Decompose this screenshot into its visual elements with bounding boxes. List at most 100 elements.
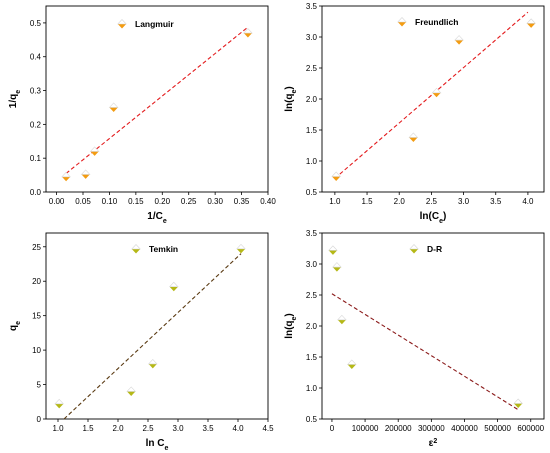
y-tick-label: 2.0 — [306, 322, 318, 331]
data-point — [431, 87, 442, 98]
data-point — [331, 171, 342, 181]
y-tick-label: 1.0 — [306, 157, 318, 166]
y-tick-label: 0.0 — [30, 188, 42, 197]
plot-frame — [321, 232, 545, 420]
y-tick-label: 15 — [32, 312, 41, 321]
data-point — [408, 132, 419, 142]
fit-line — [334, 11, 529, 179]
x-tick-label: 200000 — [385, 424, 412, 433]
x-tick-label: 600000 — [517, 424, 544, 433]
x-axis-title: ε2 — [429, 438, 438, 450]
y-tick-label: 2.5 — [306, 291, 318, 300]
data-point — [126, 386, 137, 396]
data-point — [454, 35, 464, 45]
data-point — [80, 169, 91, 179]
x-tick-label: 2.5 — [142, 424, 154, 433]
y-tick-label: 0.4 — [30, 53, 42, 62]
fit-line — [63, 253, 242, 420]
data-point — [328, 245, 338, 255]
x-tick-label: 2.0 — [112, 424, 124, 433]
x-tick-label: 3.5 — [490, 197, 502, 206]
y-tick-label: 3.5 — [306, 2, 318, 11]
chart-panel-freundlich: 1.0 1.5 2.0 2.5 3.0 3.5 4.0 0.5 1.0 1.5 2.0 2.5 3.0 3… — [284, 2, 545, 225]
data-point — [243, 28, 253, 38]
legend-label: D-R — [427, 244, 442, 254]
x-tick-label: 0.25 — [181, 197, 197, 206]
x-tick-label: 1.0 — [329, 197, 341, 206]
x-tick-label: 4.0 — [522, 197, 534, 206]
data-point — [61, 171, 71, 182]
y-axis-title: qe — [8, 321, 22, 331]
y-tick-label: 5 — [37, 381, 42, 390]
x-axis-title: ln(Ce) — [420, 211, 447, 225]
data-point — [526, 18, 537, 28]
x-tick-label: 0.20 — [154, 197, 170, 206]
x-tick-label: 1.0 — [52, 424, 64, 433]
x-tick-label: 0.15 — [128, 197, 144, 206]
y-axis-title: 1/qe — [8, 90, 22, 108]
y-tick-label: 2.5 — [306, 64, 318, 73]
data-point — [147, 358, 158, 369]
x-tick-label: 500000 — [484, 424, 511, 433]
data-point — [54, 398, 65, 409]
x-tick-label: 3.0 — [172, 424, 184, 433]
y-tick-label: 25 — [32, 243, 41, 252]
y-tick-label: 10 — [32, 346, 41, 355]
y-tick-label: 0.1 — [30, 154, 42, 163]
x-axis-title: ln Ce — [146, 438, 169, 452]
y-tick-label: 0.3 — [30, 87, 42, 96]
x-tick-label: 0.35 — [234, 197, 250, 206]
legend-label: Temkin — [149, 244, 178, 254]
x-tick-label: 0 — [330, 424, 335, 433]
x-tick-label: 300000 — [418, 424, 445, 433]
fit-line — [331, 293, 519, 411]
x-tick-label: 2.5 — [426, 197, 438, 206]
data-point — [236, 243, 246, 254]
y-tick-label: 3.5 — [306, 229, 318, 238]
chart-panel-dr: 0 100000 200000 300000 400000 500000 600000 0.5… — [284, 229, 545, 449]
x-tick-label: 400000 — [451, 424, 478, 433]
y-axis-title: ln(qe) — [284, 86, 298, 112]
x-tick-label: 4.5 — [262, 424, 274, 433]
data-point — [336, 314, 347, 325]
x-tick-label: 100000 — [352, 424, 379, 433]
data-point — [513, 398, 524, 408]
x-tick-label: 3.0 — [458, 197, 470, 206]
data-point — [346, 359, 357, 369]
legend-label: Freundlich — [415, 17, 458, 27]
x-tick-label: 3.5 — [202, 424, 214, 433]
x-tick-label: 2.0 — [394, 197, 406, 206]
y-tick-label: 0.5 — [306, 188, 318, 197]
y-tick-label: 3.0 — [306, 33, 318, 42]
data-point — [108, 102, 119, 112]
y-tick-label: 1.0 — [306, 384, 318, 393]
y-axis-title: ln(qe) — [284, 313, 298, 339]
y-tick-label: 3.0 — [306, 260, 318, 269]
data-point — [332, 262, 342, 272]
y-tick-label: 20 — [32, 277, 41, 286]
legend-label: Langmuir — [135, 19, 174, 29]
x-tick-label: 0.10 — [102, 197, 118, 206]
y-tick-label: 0.5 — [306, 415, 318, 424]
y-tick-label: 0.5 — [30, 19, 42, 28]
y-tick-label: 1.5 — [306, 126, 318, 135]
legend-marker — [117, 19, 127, 29]
x-tick-label: 0.40 — [260, 197, 276, 206]
plot-frame — [45, 5, 269, 193]
chart-panel-langmuir: 0.00 0.05 0.10 0.15 0.20 0.25 0.30 0.35 0.40 0.0 0… — [8, 5, 276, 225]
legend-marker — [397, 17, 407, 27]
y-tick-label: 0 — [37, 415, 42, 424]
chart-panel-temkin: 1.0 1.5 2.0 2.5 3.0 3.5 4.0 4.5 0 5 10 15 20 25 ln Ce q… — [8, 232, 274, 452]
x-tick-label: 0.00 — [49, 197, 65, 206]
legend-marker — [409, 244, 419, 254]
y-tick-label: 1.5 — [306, 353, 318, 362]
plot-frame — [45, 232, 269, 420]
y-tick-label: 2.0 — [306, 95, 318, 104]
y-tick-label: 0.2 — [30, 120, 42, 129]
data-point — [168, 281, 179, 292]
x-tick-label: 1.5 — [82, 424, 94, 433]
x-tick-label: 1.5 — [361, 197, 373, 206]
legend-marker — [131, 244, 141, 254]
x-tick-label: 4.0 — [232, 424, 244, 433]
